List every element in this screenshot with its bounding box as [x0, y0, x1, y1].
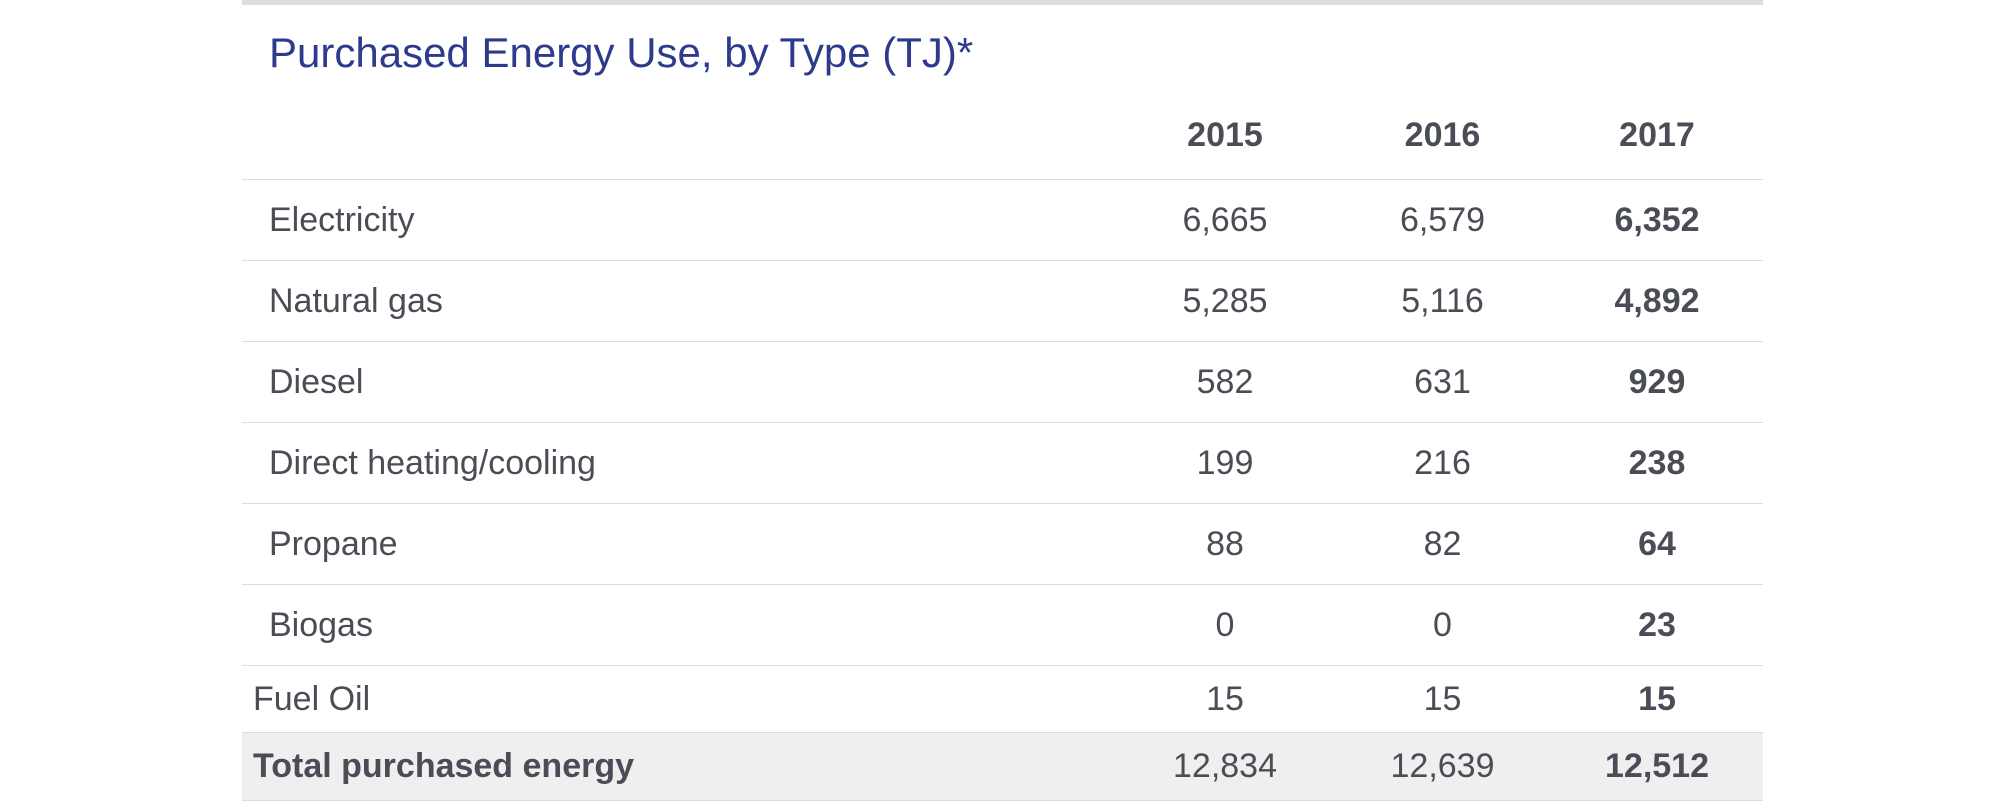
cell-2016: 216 — [1334, 422, 1551, 504]
column-header-2015: 2015 — [1116, 87, 1334, 180]
cell-2017: 23 — [1551, 584, 1763, 666]
row-label: Diesel — [242, 341, 1116, 423]
total-2015: 12,834 — [1116, 732, 1334, 801]
column-header-label — [242, 87, 1116, 180]
cell-2016: 6,579 — [1334, 179, 1551, 261]
cell-2015: 199 — [1116, 422, 1334, 504]
cell-2017: 929 — [1551, 341, 1763, 423]
table-row-natural-gas: Natural gas 5,285 5,116 4,892 — [242, 260, 1763, 342]
cell-2017: 4,892 — [1551, 260, 1763, 342]
cell-2017: 238 — [1551, 422, 1763, 504]
cell-2016: 82 — [1334, 503, 1551, 585]
row-label: Natural gas — [242, 260, 1116, 342]
cell-2015: 88 — [1116, 503, 1334, 585]
table-header-row: 2015 2016 2017 — [242, 87, 1763, 180]
row-label: Direct heating/cooling — [242, 422, 1116, 504]
total-label: Total purchased energy — [242, 732, 1116, 801]
cell-2015: 582 — [1116, 341, 1334, 423]
cell-2016: 15 — [1334, 665, 1551, 733]
cell-2016: 631 — [1334, 341, 1551, 423]
column-header-2017: 2017 — [1551, 87, 1763, 180]
cell-2015: 6,665 — [1116, 179, 1334, 261]
total-2017: 12,512 — [1551, 732, 1763, 801]
table-row-electricity: Electricity 6,665 6,579 6,352 — [242, 179, 1763, 261]
column-header-2016: 2016 — [1334, 87, 1551, 180]
cell-2016: 0 — [1334, 584, 1551, 666]
row-label: Electricity — [242, 179, 1116, 261]
table-row-fuel-oil: Fuel Oil 15 15 15 — [242, 665, 1763, 733]
total-2016: 12,639 — [1334, 732, 1551, 801]
table-row-direct-heating-cooling: Direct heating/cooling 199 216 238 — [242, 422, 1763, 504]
cell-2017: 15 — [1551, 665, 1763, 733]
row-label: Fuel Oil — [242, 665, 1116, 733]
row-label: Biogas — [242, 584, 1116, 666]
cell-2015: 15 — [1116, 665, 1334, 733]
table-row-biogas: Biogas 0 0 23 — [242, 584, 1763, 666]
row-label: Propane — [242, 503, 1116, 585]
cell-2017: 64 — [1551, 503, 1763, 585]
cell-2015: 5,285 — [1116, 260, 1334, 342]
energy-table-panel: Purchased Energy Use, by Type (TJ)* 2015… — [242, 0, 1763, 801]
cell-2015: 0 — [1116, 584, 1334, 666]
table-row-total: Total purchased energy 12,834 12,639 12,… — [242, 732, 1763, 801]
cell-2016: 5,116 — [1334, 260, 1551, 342]
table-title: Purchased Energy Use, by Type (TJ)* — [269, 29, 974, 76]
table-row-propane: Propane 88 82 64 — [242, 503, 1763, 585]
cell-2017: 6,352 — [1551, 179, 1763, 261]
table-row-diesel: Diesel 582 631 929 — [242, 341, 1763, 423]
energy-use-table: 2015 2016 2017 Electricity 6,665 6,579 6… — [242, 87, 1763, 801]
